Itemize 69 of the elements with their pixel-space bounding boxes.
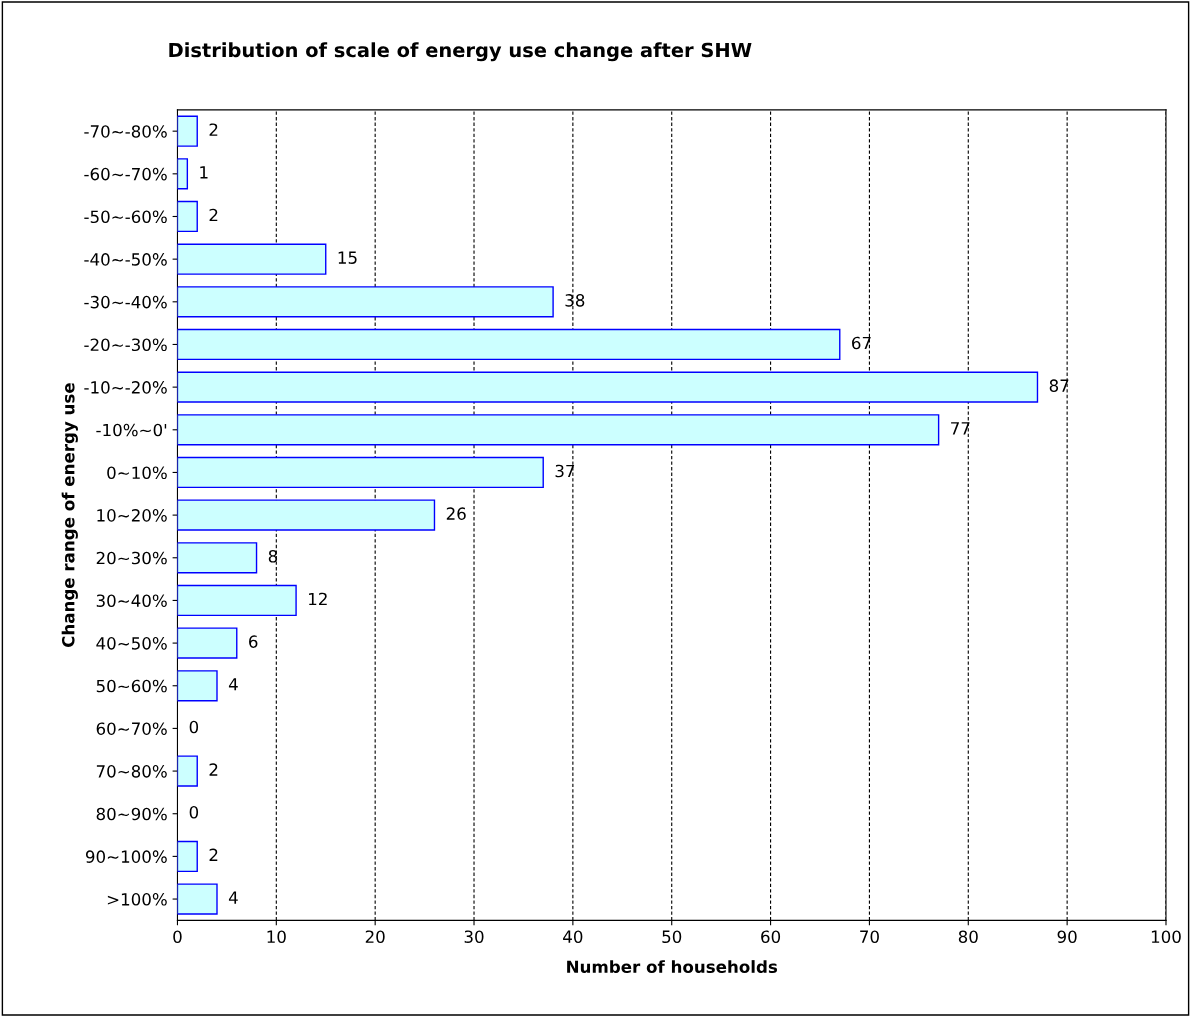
data-label: 2: [209, 123, 218, 136]
data-label: 2: [209, 208, 218, 222]
y-tick-label: -20~-30%: [84, 338, 167, 352]
bar: [177, 584, 297, 617]
y-tick-label: 80~90%: [96, 807, 167, 821]
y-tick-label: 90~100%: [85, 850, 167, 863]
y-tick-label: -60~-70%: [84, 167, 167, 181]
y-tick-label: -40~-50%: [84, 253, 167, 266]
y-tick-label: 30~40%: [96, 594, 167, 607]
y-tick-label: 50~60%: [96, 679, 167, 693]
data-label: 67: [852, 336, 871, 350]
bar: [177, 456, 544, 489]
y-axis-title: Change range of energy use: [61, 383, 78, 648]
data-label: 15: [338, 251, 357, 264]
x-axis-title: Number of households: [567, 960, 778, 974]
data-label: 26: [446, 507, 466, 520]
y-tick-label: 70~80%: [96, 765, 167, 778]
data-label: 2: [209, 763, 218, 776]
y-tick-label: 20~30%: [96, 551, 167, 565]
data-label: 77: [951, 422, 970, 435]
y-tick-label: 60~70%: [96, 722, 167, 735]
x-tick-label: 20: [365, 930, 385, 944]
data-label: 37: [555, 464, 575, 478]
data-label: 1: [200, 166, 208, 179]
y-tick-label: >100%: [107, 893, 167, 906]
data-label: 4: [228, 678, 238, 691]
x-tick-label: 100: [1151, 930, 1181, 944]
data-label: 0: [189, 720, 199, 734]
data-label: 87: [1049, 379, 1069, 392]
y-tick-label: 0~10%: [107, 466, 167, 480]
x-tick-label: 30: [464, 930, 484, 944]
y-tick-label: -30~-40%: [84, 295, 167, 309]
x-tick-label: 70: [860, 930, 879, 944]
x-tick-label: 90: [1057, 930, 1077, 944]
data-label: 6: [249, 635, 258, 648]
bar: [177, 414, 940, 446]
x-tick-label: 40: [563, 930, 583, 944]
data-label: 38: [565, 294, 585, 307]
bar: [177, 200, 198, 233]
data-label: 4: [228, 891, 238, 904]
data-label: 0: [189, 805, 199, 819]
bar: [177, 883, 218, 915]
bar: [177, 755, 198, 787]
x-tick-label: 80: [958, 930, 978, 944]
x-tick-label: 10: [267, 930, 286, 944]
bar: [177, 542, 258, 574]
bar: [177, 328, 841, 361]
y-tick-label: 40~50%: [96, 637, 167, 650]
x-tick-label: 60: [761, 930, 781, 944]
y-tick-label: -10%~0': [96, 423, 167, 437]
x-tick-label: 0: [173, 930, 182, 944]
bar: [177, 115, 198, 147]
bar: [177, 243, 327, 275]
bar: [177, 627, 238, 659]
chart-title: Distribution of scale of energy use change after SHW: [169, 42, 752, 62]
bar: [177, 840, 198, 873]
data-label: 2: [209, 848, 218, 861]
bar: [177, 499, 436, 531]
y-tick-label: -50~-60%: [84, 210, 167, 224]
bar: [177, 670, 218, 702]
x-tick-label: 50: [662, 930, 682, 944]
y-tick-label: -10~-20%: [84, 381, 167, 394]
y-tick-label: 10~20%: [97, 509, 167, 522]
bar: [177, 158, 189, 190]
data-label: 12: [309, 592, 327, 606]
data-label: 8: [268, 550, 278, 563]
y-tick-label: -70~-80%: [84, 125, 167, 138]
bar: [177, 371, 1039, 403]
bar: [177, 286, 554, 318]
